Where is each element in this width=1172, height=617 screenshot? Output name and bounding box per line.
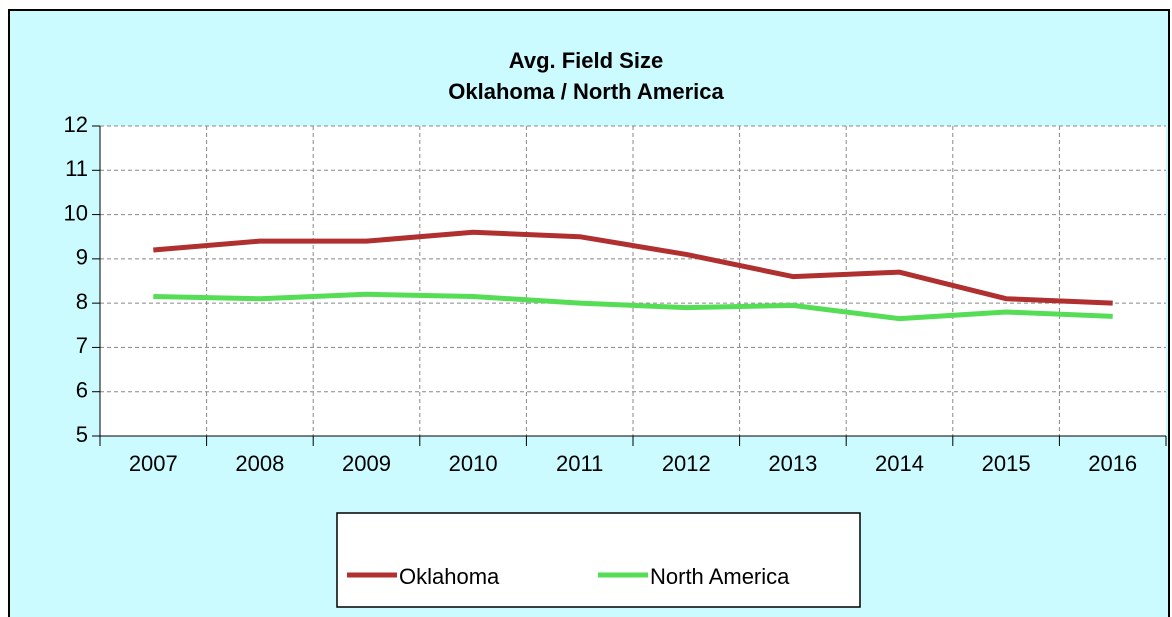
x-tick-label: 2007 (129, 451, 178, 476)
x-tick-label: 2015 (982, 451, 1031, 476)
chart-title: Avg. Field Size (509, 48, 663, 73)
y-tick-label: 8 (76, 289, 88, 314)
x-tick-label: 2012 (662, 451, 711, 476)
y-tick-label: 11 (65, 156, 88, 181)
y-tick-label: 12 (64, 112, 88, 137)
legend-label: Oklahoma (399, 564, 500, 589)
x-tick-label: 2011 (556, 451, 603, 476)
y-tick-label: 10 (64, 200, 88, 225)
y-tick-label: 9 (76, 245, 88, 270)
legend-label: North America (650, 564, 790, 589)
x-tick-label: 2010 (449, 451, 498, 476)
series-line (153, 229, 1113, 306)
x-tick-label: 2013 (768, 451, 817, 476)
x-tick-label: 2009 (342, 451, 391, 476)
legend (336, 512, 861, 608)
y-tick-label: 7 (76, 333, 88, 358)
series-line (153, 291, 1113, 322)
x-tick-label: 2014 (875, 451, 924, 476)
x-tick-label: 2016 (1088, 451, 1137, 476)
x-tick-label: 2008 (235, 451, 284, 476)
y-tick-label: 6 (76, 378, 88, 403)
y-tick-label: 5 (76, 422, 88, 447)
chart-subtitle: Oklahoma / North America (448, 79, 724, 104)
